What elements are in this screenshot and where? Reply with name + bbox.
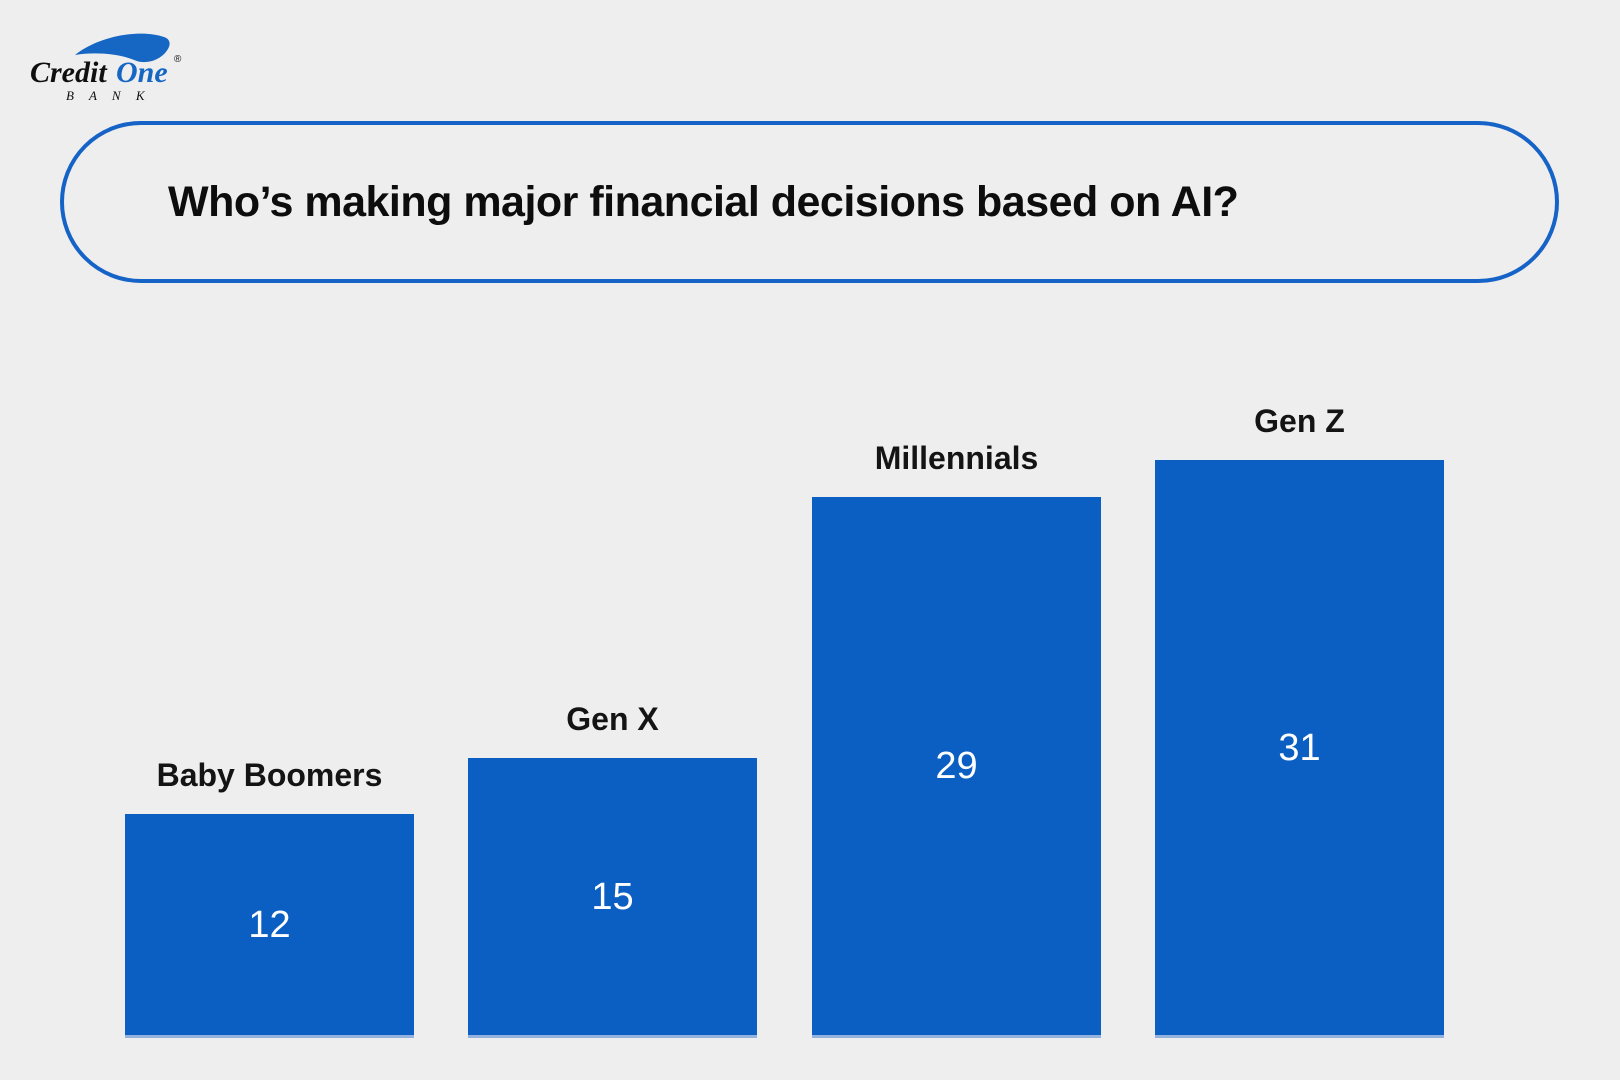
bar-category-label-gen-x: Gen X [566,701,659,737]
swoosh-icon [75,33,170,63]
bar-baby-boomers: 12 [125,814,414,1038]
bar-group-millennials: Millennials 29 [812,440,1101,1038]
bar-gen-z: 31 [1155,460,1444,1038]
bar-category-label-gen-z: Gen Z [1254,403,1345,439]
bar-category-label-millennials: Millennials [874,440,1039,476]
chart-title: Who’s making major financial decisions b… [168,177,1239,226]
bar-value-label-gen-x: 15 [591,875,634,918]
bar-value-label-baby-boomers: 12 [248,903,291,946]
bar-millennials: 29 [812,497,1101,1038]
bar-category-label-baby-boomers: Baby Boomers [156,757,383,793]
bar-value-label-millennials: 29 [935,745,978,787]
credit-one-bank-logo: Credit One ® B A N K [30,33,182,103]
registered-trademark-icon: ® [174,54,182,65]
bar-group-baby-boomers: Baby Boomers 12 [125,757,414,1038]
bar-group-gen-x: Gen X 15 [468,701,757,1038]
logo-credit-text: Credit [30,56,108,89]
logo-one-text: One [116,56,168,89]
bar-value-label-gen-z: 31 [1278,726,1321,769]
logo-bank-text: B A N K [66,88,151,103]
bar-group-gen-z: Gen Z 31 [1155,403,1444,1038]
bar-gen-x: 15 [468,758,757,1038]
title-banner: Who’s making major financial decisions b… [60,121,1559,283]
